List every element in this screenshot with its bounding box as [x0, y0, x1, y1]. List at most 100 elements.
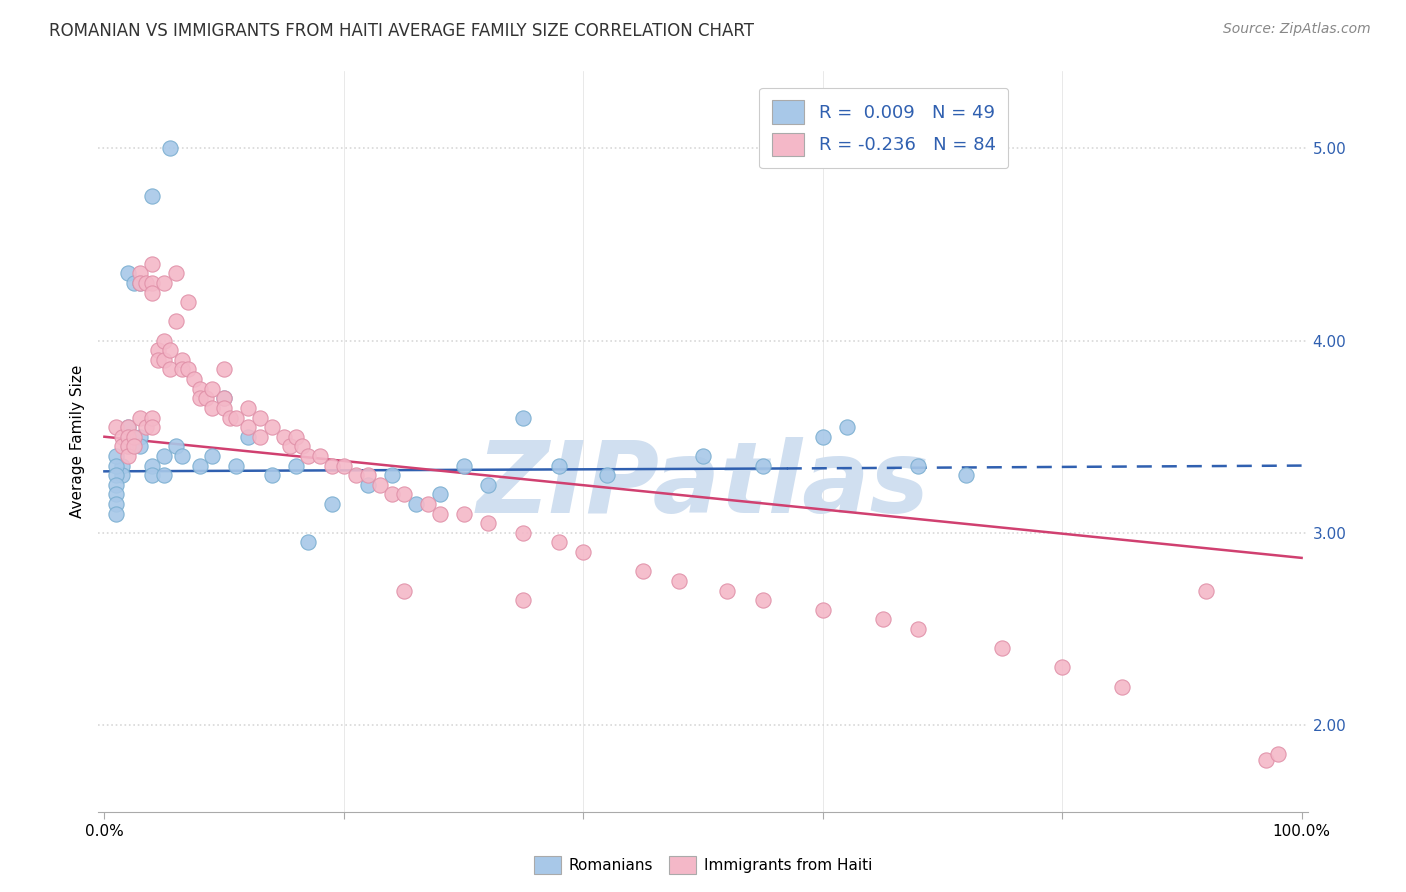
Point — [297, 535, 319, 549]
Point — [1111, 680, 1133, 694]
Point — [260, 420, 283, 434]
Point — [177, 362, 200, 376]
Point — [141, 468, 163, 483]
Point — [429, 487, 451, 501]
Point — [572, 545, 595, 559]
Point — [165, 439, 187, 453]
Point — [129, 266, 152, 280]
Point — [548, 535, 571, 549]
Point — [219, 410, 242, 425]
Point — [117, 420, 139, 434]
Point — [1050, 660, 1073, 674]
Point — [453, 458, 475, 473]
Text: ZIPatlas: ZIPatlas — [477, 437, 929, 534]
Point — [284, 430, 307, 444]
Point — [212, 391, 235, 405]
Point — [129, 439, 152, 453]
Point — [416, 497, 439, 511]
Point — [297, 449, 319, 463]
Point — [159, 141, 181, 155]
Point — [392, 487, 415, 501]
Point — [512, 525, 534, 540]
Point — [153, 468, 176, 483]
Point — [309, 449, 332, 463]
Point — [159, 343, 181, 358]
Point — [249, 410, 271, 425]
Point — [392, 583, 415, 598]
Point — [201, 401, 224, 415]
Point — [811, 430, 834, 444]
Point — [1267, 747, 1289, 761]
Point — [278, 439, 301, 453]
Point — [135, 276, 157, 290]
Point — [117, 430, 139, 444]
Point — [357, 468, 380, 483]
Point — [512, 593, 534, 607]
Point — [429, 507, 451, 521]
Point — [153, 334, 176, 348]
Point — [188, 458, 211, 473]
Legend: R =  0.009   N = 49, R = -0.236   N = 84: R = 0.009 N = 49, R = -0.236 N = 84 — [759, 87, 1008, 169]
Point — [321, 497, 343, 511]
Point — [405, 497, 427, 511]
Point — [752, 458, 775, 473]
Point — [105, 507, 128, 521]
Point — [141, 189, 163, 203]
Point — [105, 468, 128, 483]
Point — [907, 622, 929, 636]
Point — [225, 458, 247, 473]
Point — [117, 439, 139, 453]
Point — [260, 468, 283, 483]
Point — [752, 593, 775, 607]
Point — [357, 478, 380, 492]
Point — [548, 458, 571, 473]
Point — [236, 420, 259, 434]
Point — [907, 458, 929, 473]
Point — [135, 420, 157, 434]
Point — [177, 295, 200, 310]
Point — [872, 612, 894, 626]
Point — [117, 449, 139, 463]
Point — [225, 410, 247, 425]
Point — [129, 276, 152, 290]
Point — [124, 430, 146, 444]
Point — [111, 468, 134, 483]
Point — [117, 439, 139, 453]
Point — [124, 439, 146, 453]
Point — [249, 430, 271, 444]
Point — [105, 449, 128, 463]
Point — [117, 266, 139, 280]
Point — [159, 362, 181, 376]
Point — [124, 276, 146, 290]
Point — [381, 468, 404, 483]
Point — [291, 439, 314, 453]
Point — [668, 574, 690, 588]
Point — [165, 266, 187, 280]
Text: ROMANIAN VS IMMIGRANTS FROM HAITI AVERAGE FAMILY SIZE CORRELATION CHART: ROMANIAN VS IMMIGRANTS FROM HAITI AVERAG… — [49, 22, 754, 40]
Point — [141, 257, 163, 271]
Point — [153, 449, 176, 463]
Point — [212, 391, 235, 405]
Point — [236, 430, 259, 444]
Point — [117, 430, 139, 444]
Point — [631, 565, 654, 579]
Point — [141, 410, 163, 425]
Point — [201, 449, 224, 463]
Point — [148, 352, 170, 367]
Point — [111, 458, 134, 473]
Point — [129, 276, 152, 290]
Point — [596, 468, 619, 483]
Point — [716, 583, 738, 598]
Point — [453, 507, 475, 521]
Point — [1254, 753, 1277, 767]
Point — [141, 420, 163, 434]
Point — [141, 276, 163, 290]
Point — [321, 458, 343, 473]
Point — [172, 362, 194, 376]
Point — [172, 449, 194, 463]
Point — [212, 401, 235, 415]
Point — [183, 372, 205, 386]
Point — [344, 468, 367, 483]
Text: Source: ZipAtlas.com: Source: ZipAtlas.com — [1223, 22, 1371, 37]
Point — [148, 343, 170, 358]
